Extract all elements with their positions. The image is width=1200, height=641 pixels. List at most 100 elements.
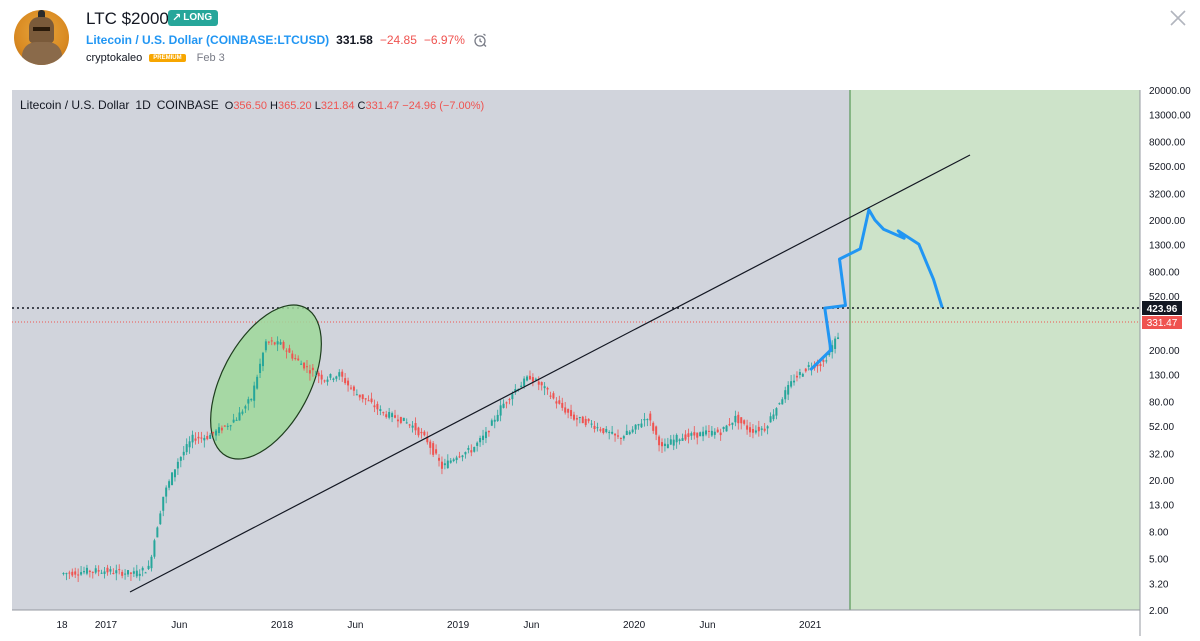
candle-body: [725, 425, 728, 432]
arrow-up-right-icon: ↗: [172, 12, 182, 24]
y-tick-label: 3200.00: [1149, 189, 1186, 200]
candle-body: [649, 413, 652, 421]
candle-body: [414, 423, 417, 431]
highlight-ellipse[interactable]: [188, 287, 345, 477]
y-tick-label: 20.00: [1149, 476, 1174, 487]
candle-body: [440, 461, 443, 469]
alarm-clock-icon[interactable]: [472, 32, 488, 48]
candle-body: [74, 571, 77, 575]
candle-body: [655, 426, 658, 435]
candle-body: [247, 399, 250, 404]
x-tick-label: 2018: [271, 620, 294, 631]
highlight-zone: [850, 90, 1140, 610]
author-name[interactable]: cryptokaleo: [86, 52, 143, 64]
candle-body: [402, 417, 405, 421]
candle-body: [279, 342, 282, 345]
candle-body: [798, 372, 801, 375]
time-axis: [0, 610, 1200, 636]
candle-body: [100, 572, 103, 574]
candle-body: [795, 375, 798, 378]
y-tick-label: 20000.00: [1149, 86, 1191, 97]
candle-body: [537, 381, 540, 385]
candle-body: [361, 394, 364, 400]
trendline[interactable]: [129, 154, 971, 593]
candle-body: [341, 371, 344, 377]
candle-body: [737, 414, 740, 424]
legend-close-label: C: [357, 100, 366, 112]
candle-body: [206, 435, 209, 440]
candle-body: [754, 430, 757, 433]
candle-body: [625, 430, 628, 436]
candle-body: [599, 429, 602, 431]
candle-body: [766, 426, 769, 429]
candle-body: [176, 461, 179, 469]
candle-body: [646, 419, 649, 421]
candle-body: [135, 570, 138, 577]
symbol-ticker[interactable]: (COINBASE:LTCUSD): [206, 33, 330, 47]
price-chart[interactable]: 20000.00 13000.00 8000.00 5200.00 3200.00 200…: [0, 80, 1200, 636]
projection-series: [809, 208, 944, 372]
candle-body: [150, 556, 153, 569]
candle-body: [819, 364, 822, 367]
y-tick-label: 13000.00: [1149, 110, 1191, 121]
y-tick-label: 2000.00: [1149, 216, 1186, 227]
candle-body: [127, 570, 130, 575]
candle-body: [358, 394, 361, 398]
candle-body: [713, 431, 716, 435]
candle-body: [793, 380, 796, 383]
candle-body: [531, 377, 534, 382]
candle-body: [83, 571, 86, 573]
candle-body: [634, 424, 637, 430]
candle-body: [259, 363, 262, 373]
candle-body: [432, 443, 435, 455]
candle-body: [285, 350, 288, 352]
candle-body: [678, 439, 681, 442]
candle-body: [80, 572, 83, 575]
candle-body: [300, 363, 303, 365]
candle-body: [575, 418, 578, 420]
symbol-name[interactable]: Litecoin / U.S. Dollar: [86, 33, 203, 47]
svg-text:423.96: 423.96: [1147, 304, 1178, 315]
price-change-abs: −24.85: [379, 33, 417, 47]
candle-body: [578, 417, 581, 419]
candle-body: [757, 426, 760, 432]
candle-body: [379, 409, 382, 412]
chart-area[interactable]: 20000.00 13000.00 8000.00 5200.00 3200.00 200…: [0, 80, 1200, 636]
symbol-link[interactable]: Litecoin / U.S. Dollar (COINBASE:LTCUSD): [86, 33, 329, 47]
candle-body: [188, 441, 191, 448]
candle-body: [338, 372, 341, 377]
y-tick-label: 2.00: [1149, 606, 1169, 617]
candle-body: [482, 435, 485, 441]
candle-body: [109, 569, 112, 572]
close-icon[interactable]: [1169, 9, 1187, 27]
candle-body: [775, 408, 778, 416]
x-tick-label: 2020: [623, 620, 646, 631]
y-tick-label: 5200.00: [1149, 162, 1186, 173]
y-tick-label: 8.00: [1149, 528, 1169, 539]
candle-body: [446, 460, 449, 469]
candle-body: [511, 394, 514, 400]
candle-body: [267, 341, 270, 343]
candle-body: [452, 459, 455, 462]
candle-body: [238, 412, 241, 421]
candle-body: [540, 382, 543, 386]
candle-body: [493, 419, 496, 422]
candle-body: [458, 456, 461, 458]
candle-body: [129, 572, 132, 574]
candle-body: [323, 380, 326, 382]
candle-body: [423, 431, 426, 436]
y-tick-label: 52.00: [1149, 422, 1174, 433]
candle-body: [250, 398, 253, 401]
candle-body: [171, 472, 174, 486]
candle-body: [769, 416, 772, 423]
candle-body: [567, 409, 570, 413]
candle-body: [226, 425, 229, 427]
candle-body: [91, 571, 94, 573]
candle-body: [162, 496, 165, 511]
candle-body: [740, 417, 743, 424]
candle-body: [399, 416, 402, 423]
candle-body: [693, 432, 696, 436]
author-avatar[interactable]: [14, 10, 69, 65]
candle-body: [643, 419, 646, 421]
candle-body: [344, 378, 347, 384]
